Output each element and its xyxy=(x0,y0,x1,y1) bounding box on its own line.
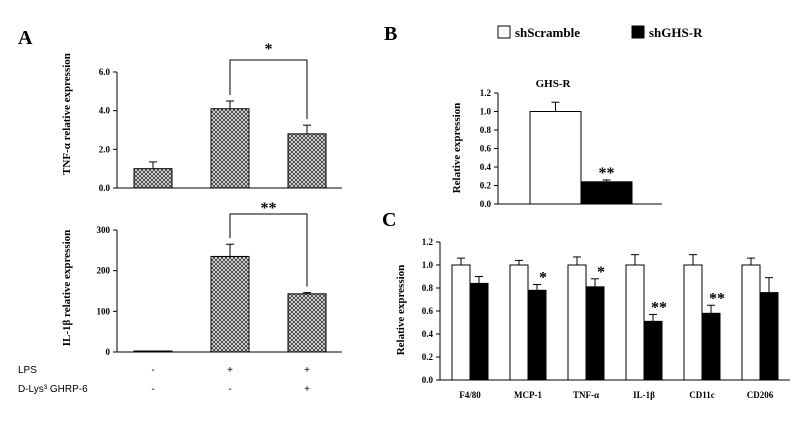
bar-shghsr xyxy=(701,312,721,381)
significance-bracket xyxy=(229,213,308,287)
bar-shghsr xyxy=(527,289,547,381)
treatment-mark-dlys: - xyxy=(228,384,231,395)
legend-label-shscramble: shScramble xyxy=(515,25,580,40)
bar-shscramble xyxy=(683,264,703,381)
bar-shscramble xyxy=(741,264,761,381)
y-tick-label: 100 xyxy=(97,306,111,316)
x-tick-label: CD11c xyxy=(689,390,715,400)
bar-shscramble xyxy=(529,111,582,205)
bar xyxy=(287,133,327,189)
significance-mark: ** xyxy=(709,290,725,307)
chart-title: GHS-R xyxy=(536,78,572,90)
significance-mark: * xyxy=(265,41,273,58)
bar-shscramble xyxy=(451,264,471,381)
significance-bracket xyxy=(229,59,308,120)
legend-label-shghsr: shGHS-R xyxy=(649,25,703,40)
bar xyxy=(210,255,250,353)
bar-shghsr xyxy=(585,286,605,381)
y-tick-label: 200 xyxy=(97,266,111,276)
chart-tnf: TNF-α relative expression 0.0 2.0 4.0 6.0 * xyxy=(61,41,342,193)
bar-shscramble xyxy=(625,264,645,381)
bar-shscramble xyxy=(509,264,529,381)
bar-shghsr xyxy=(580,181,633,205)
legend-swatch-shscramble xyxy=(497,25,511,39)
y-tick-label: 1.2 xyxy=(480,88,492,98)
y-tick-label: 0.8 xyxy=(480,125,492,135)
legend-swatch-shghsr xyxy=(631,25,645,39)
bar-shghsr xyxy=(759,292,779,381)
panel-label-a: A xyxy=(18,27,33,49)
y-tick-label: 0.2 xyxy=(422,352,434,362)
x-tick-label: MCP-1 xyxy=(514,390,542,400)
y-tick-label: 0.2 xyxy=(480,181,492,191)
treatment-label-dlys: D-Lys³ GHRP-6 xyxy=(18,384,88,395)
y-tick-label: 0.6 xyxy=(422,306,434,316)
x-tick-label: TNF-α xyxy=(573,390,599,400)
chart-markers: Relative expression 0.0 0.2 0.4 0.6 0.8 1.0 1.… xyxy=(395,237,790,400)
bar xyxy=(287,293,327,353)
y-tick-label: 300 xyxy=(97,225,111,235)
y-tick-label: 1.0 xyxy=(422,260,434,270)
legend: shScramble shGHS-R xyxy=(497,25,703,40)
treatment-label-lps: LPS xyxy=(18,365,37,376)
significance-mark: ** xyxy=(651,299,667,316)
y-tick-label: 0.8 xyxy=(422,283,434,293)
y-tick-label: 4.0 xyxy=(99,106,111,116)
bar xyxy=(210,108,250,189)
significance-mark: ** xyxy=(599,165,615,182)
chart-ghsr: GHS-R Relative expression 0.0 0.2 0.4 0.6 0.… xyxy=(451,78,662,209)
y-tick-label: 0.0 xyxy=(422,375,434,385)
panel-label-b: B xyxy=(384,23,397,45)
bar xyxy=(133,350,173,353)
y-axis-label: Relative expression xyxy=(395,265,407,356)
chart-il1b: IL-1β relative expression LPS D-Lys³ GHR… xyxy=(18,200,342,395)
significance-mark: ** xyxy=(261,200,277,217)
y-tick-label: 0.6 xyxy=(480,144,492,154)
treatment-mark-lps: + xyxy=(304,365,310,376)
treatment-mark-lps: - xyxy=(151,365,154,376)
x-tick-label: IL-1β xyxy=(633,390,655,400)
bar xyxy=(133,168,173,189)
x-tick-label: F4/80 xyxy=(459,390,481,400)
y-axis-label: IL-1β relative expression xyxy=(61,230,73,347)
y-tick-label: 2.0 xyxy=(99,144,111,154)
bar-shghsr xyxy=(643,320,663,381)
bar-shghsr xyxy=(469,282,489,381)
significance-mark: * xyxy=(539,270,547,287)
treatment-mark-lps: + xyxy=(227,365,233,376)
y-tick-label: 1.0 xyxy=(480,107,492,117)
y-tick-label: 1.2 xyxy=(422,237,434,247)
y-tick-label: 0.4 xyxy=(480,162,492,172)
y-tick-label: 6.0 xyxy=(99,67,111,77)
y-axis-label: Relative expression xyxy=(451,103,463,194)
y-tick-label: 0.0 xyxy=(480,199,492,209)
y-tick-label: 0.4 xyxy=(422,329,434,339)
treatment-mark-dlys: + xyxy=(304,384,310,395)
panel-label-c: C xyxy=(382,209,396,231)
bar-shscramble xyxy=(567,264,587,381)
y-tick-label: 0.0 xyxy=(99,183,111,193)
x-tick-label: CD206 xyxy=(747,390,774,400)
y-axis-label: TNF-α relative expression xyxy=(61,53,73,175)
treatment-mark-dlys: - xyxy=(151,384,154,395)
significance-mark: * xyxy=(597,264,605,281)
y-tick-label: 0 xyxy=(106,347,111,357)
